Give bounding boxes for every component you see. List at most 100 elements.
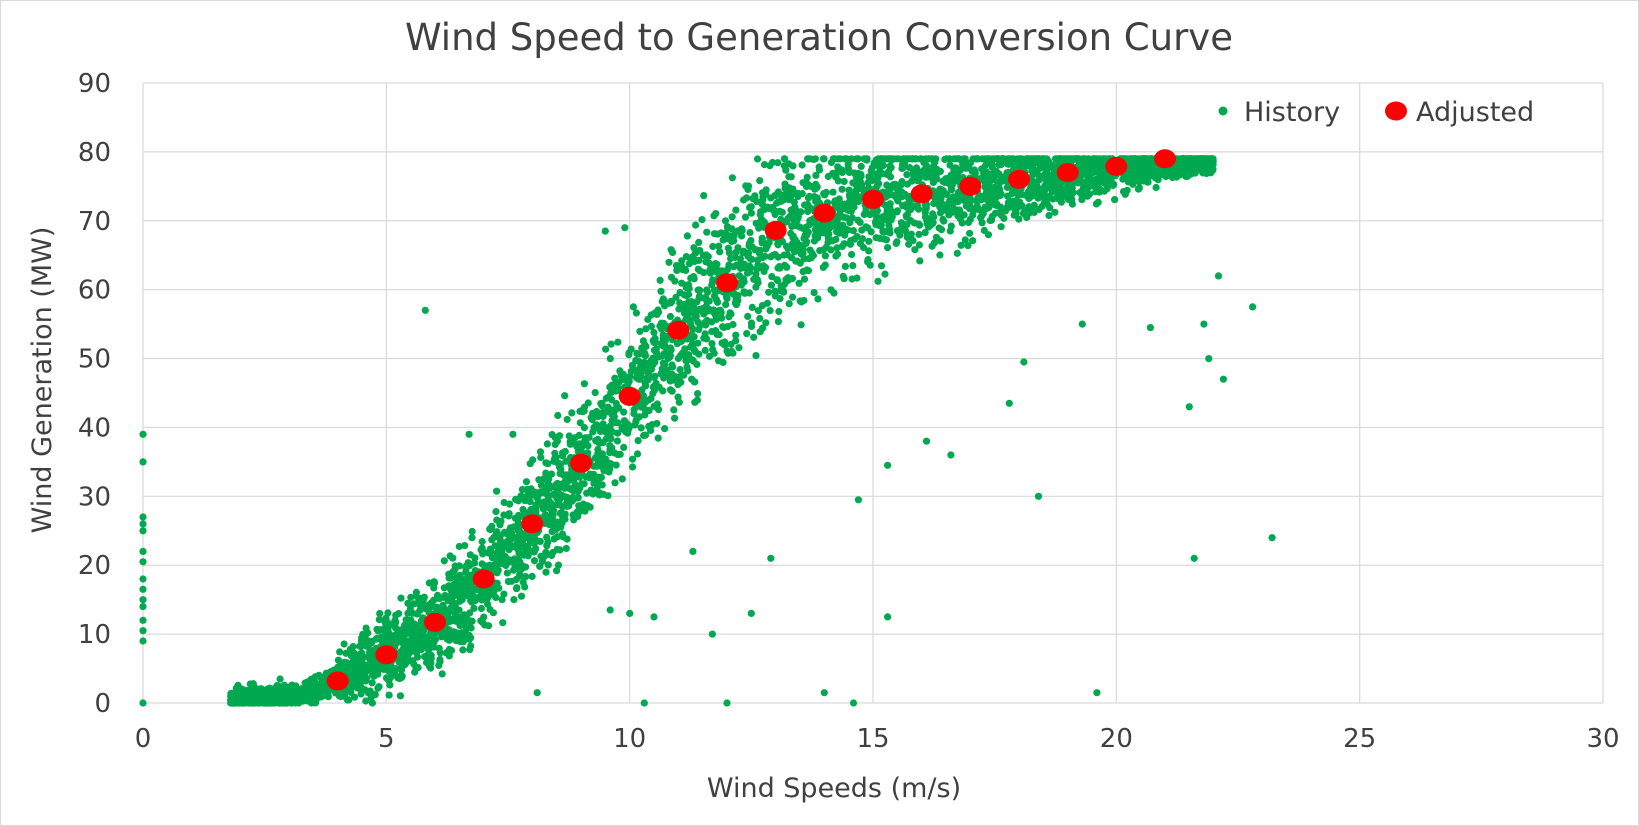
history-point [508, 577, 516, 585]
history-point [694, 390, 702, 398]
history-point [921, 229, 929, 237]
history-point [987, 160, 995, 168]
history-point [762, 190, 770, 198]
history-point [399, 639, 407, 647]
history-point [139, 527, 147, 535]
history-point [356, 642, 364, 650]
history-point [597, 473, 606, 481]
history-point [767, 554, 775, 562]
history-point [747, 203, 755, 211]
history-point [936, 185, 944, 193]
history-point [747, 209, 756, 217]
history-point [1249, 303, 1257, 311]
history-point [439, 601, 447, 610]
history-point [753, 198, 761, 206]
history-point [725, 249, 734, 257]
history-point [752, 352, 760, 360]
history-point [902, 203, 911, 211]
history-point [632, 309, 641, 317]
history-point [1083, 186, 1091, 194]
history-point [671, 277, 679, 285]
history-point [575, 502, 583, 510]
history-point [903, 171, 911, 179]
history-point [625, 351, 633, 359]
y-tick-label: 40 [78, 413, 111, 443]
history-point [738, 232, 746, 240]
history-point [1268, 534, 1276, 542]
history-point [674, 381, 682, 389]
history-point [562, 544, 570, 553]
history-point [946, 197, 954, 205]
history-point [563, 415, 571, 424]
history-point [969, 237, 977, 245]
history-point [695, 350, 703, 358]
history-point [799, 249, 807, 257]
history-point [533, 689, 541, 697]
history-point [933, 236, 942, 244]
history-point [675, 305, 683, 313]
history-point [804, 194, 813, 202]
history-point [468, 534, 476, 542]
history-point [404, 648, 412, 656]
history-point [466, 646, 474, 654]
history-point [407, 616, 415, 624]
history-point [484, 600, 492, 608]
history-point [750, 333, 758, 341]
history-point [840, 240, 848, 248]
history-point [652, 345, 660, 353]
history-point [1075, 157, 1083, 165]
history-point [680, 291, 689, 299]
history-point [875, 221, 883, 229]
history-point [658, 341, 666, 349]
history-point [530, 548, 538, 556]
history-point [1175, 162, 1183, 170]
history-point [821, 252, 830, 260]
history-point [742, 182, 750, 190]
history-point [936, 251, 944, 259]
history-point [732, 206, 740, 214]
history-point [408, 629, 416, 638]
history-point [517, 492, 525, 500]
history-point [1200, 320, 1208, 328]
history-point [620, 443, 628, 451]
history-point [334, 663, 342, 671]
history-point [849, 262, 857, 270]
history-point [645, 370, 653, 378]
history-point [650, 328, 658, 337]
adjusted-point [910, 184, 933, 204]
history-point [397, 594, 405, 602]
history-point [544, 561, 552, 569]
history-point [799, 179, 807, 187]
adjusted-point [959, 176, 982, 196]
history-point [763, 299, 772, 307]
history-point [760, 161, 769, 169]
y-tick-label: 0 [94, 689, 111, 719]
history-point [732, 301, 741, 309]
history-point [787, 229, 795, 237]
history-point [668, 362, 676, 371]
history-point [1123, 186, 1131, 194]
history-point [740, 288, 748, 296]
history-point [451, 600, 459, 608]
history-point [231, 699, 239, 707]
history-point [784, 274, 792, 282]
history-point [732, 331, 740, 339]
history-point [496, 548, 504, 556]
history-point [663, 347, 672, 355]
history-point [555, 463, 564, 471]
history-point [698, 216, 706, 224]
history-point [704, 288, 712, 296]
history-point [139, 699, 147, 707]
history-point [518, 485, 527, 494]
history-point [424, 639, 432, 647]
history-point [653, 400, 661, 408]
history-point [396, 672, 404, 680]
history-point [593, 486, 601, 494]
history-point [493, 487, 501, 495]
history-point [236, 694, 244, 703]
history-point [650, 613, 658, 621]
history-point [978, 219, 986, 227]
history-point [997, 223, 1005, 231]
history-point [835, 229, 843, 237]
history-point [575, 431, 583, 439]
